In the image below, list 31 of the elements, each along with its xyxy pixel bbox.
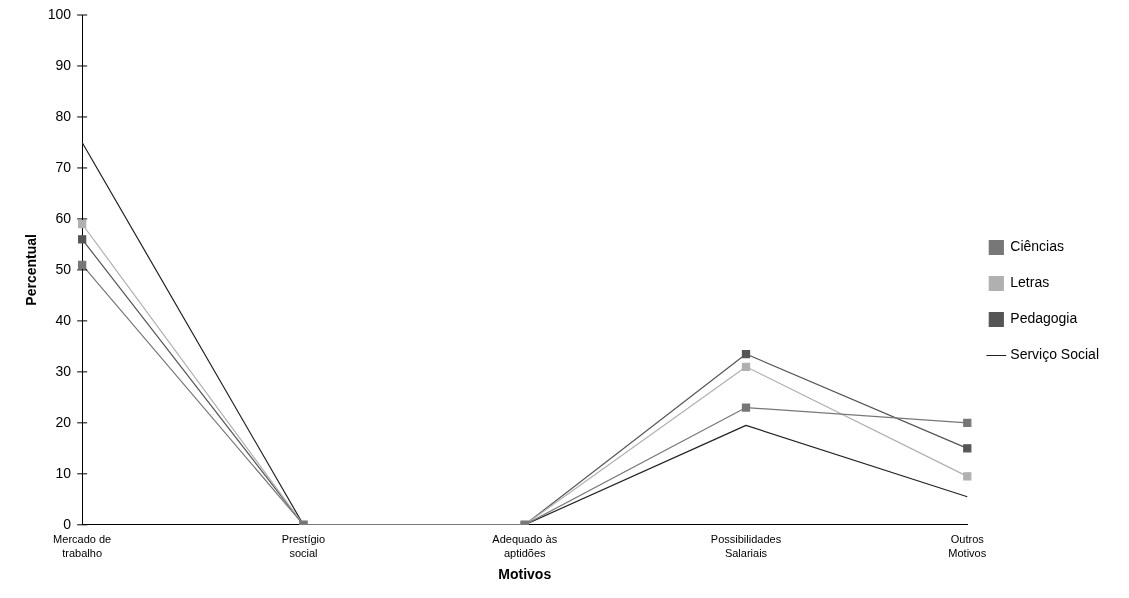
x-tick-label: Outros Motivos bbox=[948, 533, 987, 559]
point bbox=[963, 444, 972, 453]
point bbox=[78, 235, 87, 244]
point bbox=[78, 260, 87, 269]
y-tick-label: 40 bbox=[55, 311, 72, 328]
y-tick-label: 70 bbox=[55, 158, 72, 175]
point bbox=[963, 472, 972, 481]
y-tick-label: 60 bbox=[55, 209, 72, 226]
y-tick-label: 0 bbox=[63, 515, 72, 532]
y-tick-label: 80 bbox=[55, 107, 72, 124]
y-tick-label: 30 bbox=[55, 362, 72, 379]
y-tick-label: 10 bbox=[55, 464, 72, 481]
x-tick-label: Adequado às aptidões bbox=[492, 533, 558, 559]
point bbox=[963, 418, 972, 427]
x-axis-title: Motivos bbox=[498, 566, 552, 583]
y-tick-label: 50 bbox=[55, 260, 72, 277]
legend-label: Serviço Social bbox=[1010, 346, 1099, 363]
legend-label: Pedagogia bbox=[1010, 310, 1078, 327]
x-tick-label: Possibilidades Salariais bbox=[710, 533, 782, 559]
point bbox=[78, 219, 87, 229]
legend-label: Letras bbox=[1010, 274, 1050, 291]
point bbox=[741, 362, 751, 371]
point bbox=[741, 403, 751, 412]
x-tick-label: Prestígio social bbox=[281, 533, 326, 559]
y-tick-label: 20 bbox=[55, 413, 72, 430]
y-axis-title: Percentual bbox=[23, 234, 40, 306]
y-tick-label: 90 bbox=[55, 56, 72, 73]
y-tick-label: 100 bbox=[47, 5, 72, 22]
x-tick-label: Mercado de trabalho bbox=[53, 533, 112, 559]
legend-label: Ciências bbox=[1010, 238, 1064, 255]
point bbox=[741, 349, 751, 359]
